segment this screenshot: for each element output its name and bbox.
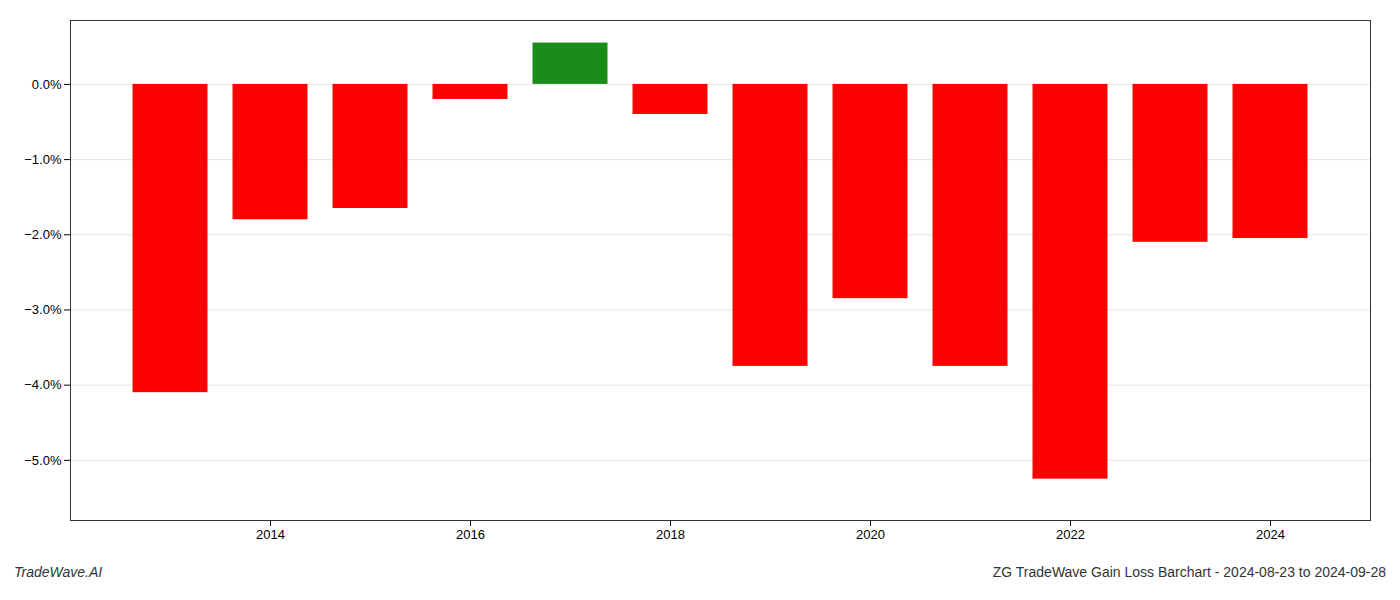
svg-text:−4.0%: −4.0%	[24, 377, 62, 392]
svg-text:0.0%: 0.0%	[32, 77, 62, 92]
svg-text:2016: 2016	[456, 527, 485, 542]
svg-text:2024: 2024	[1256, 527, 1285, 542]
svg-text:2020: 2020	[856, 527, 885, 542]
svg-text:2014: 2014	[256, 527, 285, 542]
html-text:ZG TradeWave Gain Loss Barchar: ZG TradeWave Gain Loss Barchart - 2024-0…	[992, 564, 1386, 580]
svg-text:−1.0%: −1.0%	[24, 152, 62, 167]
svg-text:−5.0%: −5.0%	[24, 453, 62, 468]
svg-text:2018: 2018	[656, 527, 685, 542]
svg-text:2022: 2022	[1056, 527, 1085, 542]
svg-text:−3.0%: −3.0%	[24, 302, 62, 317]
html-text:TradeWave.AI: TradeWave.AI	[14, 564, 103, 580]
svg-text:−2.0%: −2.0%	[24, 227, 62, 242]
